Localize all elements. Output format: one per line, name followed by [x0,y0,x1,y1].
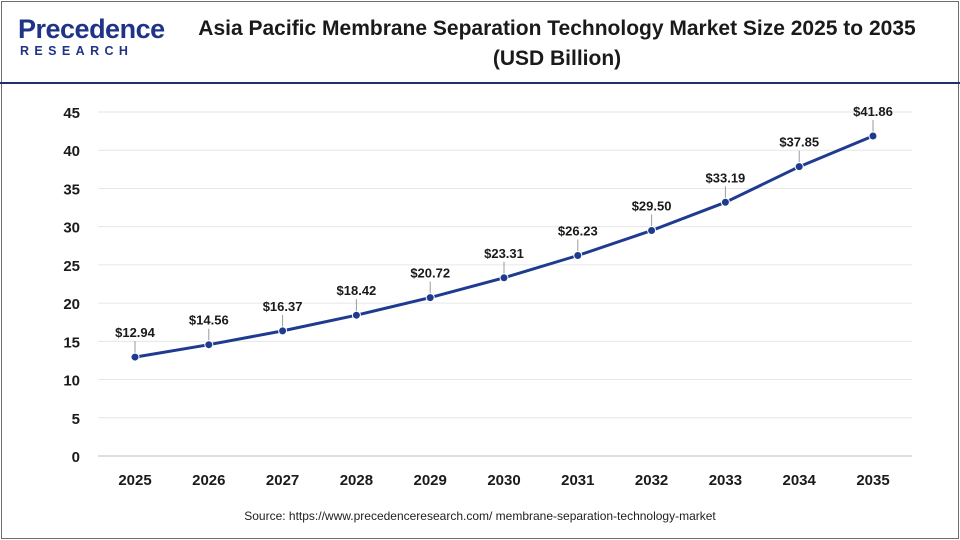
y-tick-label: 40 [63,143,80,160]
x-tick-label: 2026 [192,472,225,489]
data-label: $41.86 [853,104,893,119]
data-point [868,131,878,141]
y-tick-label: 5 [72,411,80,428]
data-label: $29.50 [632,198,672,213]
x-tick-label: 2033 [709,472,742,489]
y-tick-label: 25 [63,258,80,275]
y-tick-label: 0 [72,449,80,466]
y-tick-label: 20 [63,296,80,313]
data-points [130,131,878,362]
data-label: $18.42 [337,283,377,298]
chart-title: Asia Pacific Membrane Separation Technol… [170,14,944,74]
data-point [647,225,657,235]
data-point [278,326,288,336]
source-note: Source: https://www.precedenceresearch.c… [244,509,716,523]
data-label: $14.56 [189,313,229,328]
data-label: $33.19 [706,170,746,185]
x-tick-label: 2034 [783,472,817,489]
chart-title-line-2: (USD Billion) [492,47,622,70]
y-tick-label: 15 [63,334,80,351]
y-tick-label: 30 [63,220,80,237]
x-tick-label: 2028 [340,472,373,489]
x-tick-label: 2030 [487,472,520,489]
x-axis-tick-labels: 2025 2026 2027 2028 2029 2030 2031 2032 2033 2034… [118,472,889,489]
data-label: $26.23 [558,223,598,238]
x-tick-label: 2035 [856,472,889,489]
data-point [351,310,361,320]
data-point [425,293,435,303]
data-label: $12.94 [115,325,156,340]
x-tick-label: 2025 [118,472,151,489]
data-label-leaders [134,120,874,354]
data-label: $23.31 [484,246,524,261]
y-axis-tick-labels: 0 5 10 15 20 25 30 35 40 45 [63,105,80,466]
y-tick-label: 35 [63,181,80,198]
header: Precedence RESEARCH Asia Pacific Membran… [0,0,960,84]
logo-subtitle: RESEARCH [20,44,134,58]
chart-title-line-1: Asia Pacific Membrane Separation Technol… [198,17,916,40]
x-tick-label: 2029 [414,472,447,489]
data-label: $37.85 [779,135,819,150]
x-tick-label: 2027 [266,472,299,489]
data-label: $16.37 [263,299,303,314]
x-tick-label: 2031 [561,472,594,489]
precedence-research-logo: Precedence RESEARCH [18,14,168,64]
x-tick-label: 2032 [635,472,668,489]
gridlines [98,111,912,419]
data-point [794,162,804,172]
data-labels: $12.94 $14.56 $16.37 $18.42 $20.72 $23.31 $26.… [115,104,893,340]
data-point [573,250,583,260]
data-point [130,352,140,362]
y-tick-label: 45 [63,105,80,122]
data-label: $20.72 [410,266,450,281]
data-point [499,273,509,283]
logo-wordmark: Precedence [18,14,165,44]
y-tick-label: 10 [63,373,80,390]
data-point [204,340,214,350]
data-point [720,197,730,207]
